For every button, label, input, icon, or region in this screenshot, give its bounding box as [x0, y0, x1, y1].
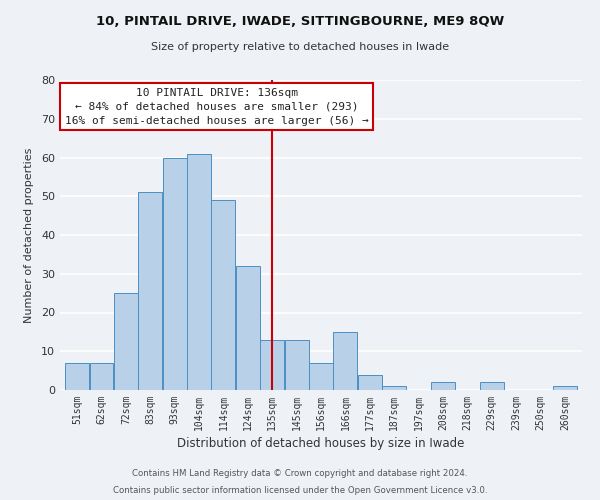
Text: Size of property relative to detached houses in Iwade: Size of property relative to detached ho… — [151, 42, 449, 52]
Bar — [480, 382, 504, 390]
Text: 10 PINTAIL DRIVE: 136sqm
← 84% of detached houses are smaller (293)
16% of semi-: 10 PINTAIL DRIVE: 136sqm ← 84% of detach… — [65, 88, 368, 126]
Bar — [65, 363, 89, 390]
Bar — [284, 340, 308, 390]
Bar — [187, 154, 211, 390]
Bar — [358, 374, 382, 390]
Text: 10, PINTAIL DRIVE, IWADE, SITTINGBOURNE, ME9 8QW: 10, PINTAIL DRIVE, IWADE, SITTINGBOURNE,… — [96, 15, 504, 28]
Text: Contains public sector information licensed under the Open Government Licence v3: Contains public sector information licen… — [113, 486, 487, 495]
Bar — [431, 382, 455, 390]
Bar — [309, 363, 333, 390]
Bar — [553, 386, 577, 390]
Bar — [139, 192, 162, 390]
Bar — [236, 266, 260, 390]
Y-axis label: Number of detached properties: Number of detached properties — [24, 148, 34, 322]
Bar — [211, 200, 235, 390]
Bar — [163, 158, 187, 390]
Bar — [382, 386, 406, 390]
Bar — [114, 293, 138, 390]
Text: Contains HM Land Registry data © Crown copyright and database right 2024.: Contains HM Land Registry data © Crown c… — [132, 468, 468, 477]
X-axis label: Distribution of detached houses by size in Iwade: Distribution of detached houses by size … — [178, 437, 464, 450]
Bar — [89, 363, 113, 390]
Bar — [334, 332, 358, 390]
Bar — [260, 340, 284, 390]
